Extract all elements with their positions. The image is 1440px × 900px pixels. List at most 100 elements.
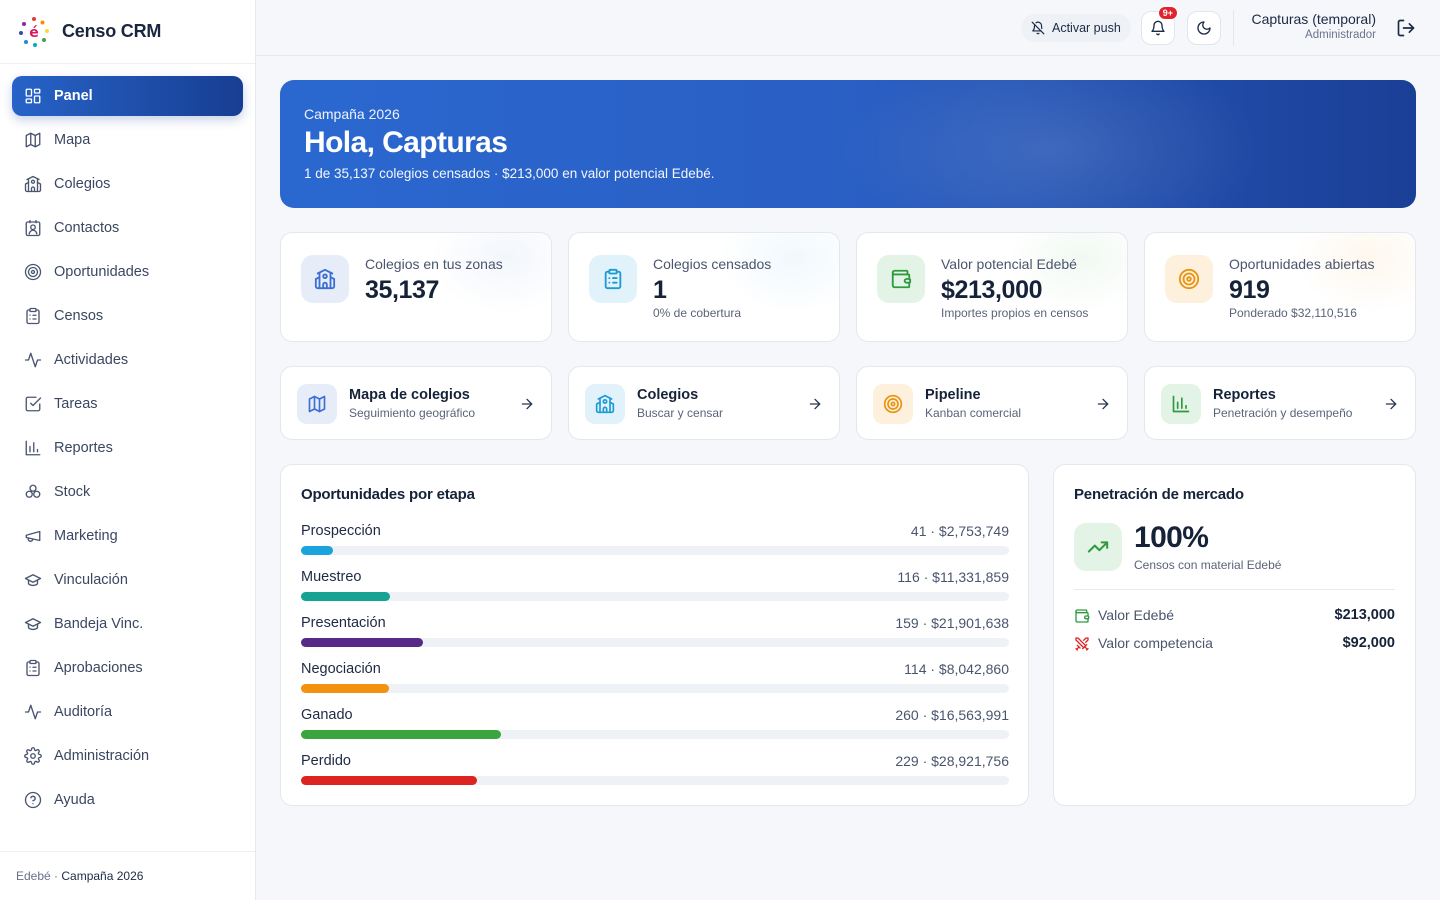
sidebar-item-label: Aprobaciones (54, 660, 143, 676)
stat-card-colegios-en-tus-zonas: Colegios en tus zonas 35,137 (280, 232, 552, 342)
sidebar-item-label: Administración (54, 748, 150, 764)
market-row-valor-competencia: Valor competencia $92,000 (1074, 634, 1395, 654)
quicklink-colegios[interactable]: Colegios Buscar y censar (568, 366, 840, 440)
stage-name: Prospección (301, 523, 381, 539)
quicklink-title: Pipeline (925, 387, 981, 403)
stat-value: $213,000 (941, 276, 1043, 304)
sidebar-item-label: Stock (54, 484, 91, 500)
sidebar-item-marketing[interactable]: Marketing (12, 516, 243, 556)
stage-row-perdido: Perdido 229 · $28,921,756 (301, 753, 1009, 799)
graduation-cap-icon (24, 615, 42, 633)
stat-note: 0% de cobertura (653, 306, 742, 320)
megaphone-icon (24, 527, 42, 545)
stage-bar (301, 638, 424, 647)
stage-bar (301, 684, 389, 693)
checkbox-icon (24, 395, 42, 413)
stat-card-colegios-censados: Colegios censados 1 0% de cobertura (568, 232, 840, 342)
sidebar-item-vinculacion[interactable]: Vinculación (12, 560, 243, 600)
stage-bar (301, 546, 333, 555)
sidebar-item-label: Actividades (54, 352, 129, 368)
quicklink-title: Colegios (637, 387, 699, 403)
sidebar-item-label: Vinculación (54, 572, 128, 588)
welcome-banner: Campaña 2026 Hola, Capturas 1 de 35,137 … (280, 80, 1416, 208)
stage-row-prospeccion: Prospección 41 · $2,753,749 (301, 523, 1009, 569)
stage-value: 260 · $16,563,991 (895, 707, 1009, 723)
sidebar-item-tareas[interactable]: Tareas (12, 384, 243, 424)
school-icon (24, 175, 42, 193)
bell-off-icon (1031, 21, 1045, 35)
sidebar-item-label: Reportes (54, 440, 113, 456)
sidebar-item-stock[interactable]: Stock (12, 472, 243, 512)
stage-name: Muestreo (301, 569, 362, 585)
sidebar-footer: Edebé · Campaña 2026 (0, 851, 255, 900)
stat-note: Ponderado $32,110,516 (1229, 306, 1357, 320)
sidebar-item-label: Oportunidades (54, 264, 150, 280)
quicklink-mapa-de-colegios[interactable]: Mapa de colegios Seguimiento geográfico (280, 366, 552, 440)
card-glow (431, 233, 551, 313)
swords-icon (1074, 636, 1090, 652)
arrow-right-icon (1095, 396, 1111, 412)
theme-toggle-button[interactable] (1187, 11, 1221, 45)
stat-card-valor-potencial-edebe: Valor potencial Edebé $213,000 Importes pr… (856, 232, 1128, 342)
quicklink-subtitle: Seguimiento geográfico (349, 406, 476, 420)
footer-org: Edebé · (16, 869, 59, 883)
stage-track (301, 730, 1009, 739)
market-penetration-title: Penetración de mercado (1074, 486, 1244, 503)
sidebar-item-label: Marketing (54, 528, 118, 544)
market-row-label: Valor Edebé (1098, 607, 1175, 623)
stage-row-negociacion: Negociación 114 · $8,042,860 (301, 661, 1009, 707)
sidebar-item-label: Auditoría (54, 704, 113, 720)
sidebar-item-actividades[interactable]: Actividades (12, 340, 243, 380)
notifications-button[interactable]: 9+ (1141, 6, 1178, 45)
sidebar-item-mapa[interactable]: Mapa (12, 120, 243, 160)
stage-value: 41 · $2,753,749 (910, 523, 1009, 539)
logout-icon[interactable] (1396, 18, 1416, 38)
gear-icon (24, 747, 42, 765)
wallet-icon (877, 255, 925, 303)
map-icon (297, 384, 337, 424)
sidebar-item-contactos[interactable]: Contactos (12, 208, 243, 248)
quicklink-title: Mapa de colegios (349, 387, 470, 403)
sidebar-item-label: Panel (54, 88, 93, 104)
stage-bar (301, 730, 502, 739)
sidebar: é Censo CRM Panel Mapa Colegios Contactos Op… (0, 0, 256, 900)
sidebar-item-label: Contactos (54, 220, 120, 236)
sidebar-item-reportes[interactable]: Reportes (12, 428, 243, 468)
stage-track (301, 546, 1009, 555)
sidebar-item-panel[interactable]: Panel (12, 76, 243, 116)
sidebar-item-bandeja-vinc[interactable]: Bandeja Vinc. (12, 604, 243, 644)
sidebar-item-colegios[interactable]: Colegios (12, 164, 243, 204)
sidebar-item-ayuda[interactable]: Ayuda (12, 780, 243, 820)
sidebar-item-oportunidades[interactable]: Oportunidades (12, 252, 243, 292)
bar-chart-icon (1161, 384, 1201, 424)
activate-push-button[interactable]: Activar push (1021, 14, 1131, 42)
sidebar-item-label: Colegios (54, 176, 111, 192)
market-penetration-card: Penetración de mercado 100% Censos con m… (1053, 464, 1416, 806)
sidebar-item-aprobaciones[interactable]: Aprobaciones (12, 648, 243, 688)
stage-value: 159 · $21,901,638 (895, 615, 1009, 631)
quicklink-reportes[interactable]: Reportes Penetración y desempeño (1144, 366, 1416, 440)
clipboard-icon (589, 255, 637, 303)
market-row-valor-edebe: Valor Edebé $213,000 (1074, 606, 1395, 626)
target-icon (1165, 255, 1213, 303)
school-icon (585, 384, 625, 424)
trending-up-icon (1074, 523, 1122, 571)
sidebar-item-censos[interactable]: Censos (12, 296, 243, 336)
stat-value: 919 (1229, 276, 1270, 304)
activity-icon (24, 703, 42, 721)
divider (1074, 589, 1395, 590)
brand[interactable]: é Censo CRM (0, 0, 255, 64)
sidebar-item-administracion[interactable]: Administración (12, 736, 243, 776)
stat-label: Colegios en tus zonas (365, 256, 503, 272)
quicklink-pipeline[interactable]: Pipeline Kanban comercial (856, 366, 1128, 440)
stage-track (301, 684, 1009, 693)
target-icon (24, 263, 42, 281)
sidebar-item-auditoria[interactable]: Auditoría (12, 692, 243, 732)
user-role: Administrador (1305, 29, 1376, 41)
market-row-label: Valor competencia (1098, 635, 1213, 651)
user-info: Capturas (temporal) Administrador (1252, 11, 1377, 41)
quicklink-title: Reportes (1213, 387, 1276, 403)
stage-value: 116 · $11,331,859 (897, 569, 1009, 585)
map-icon (24, 131, 42, 149)
school-icon (301, 255, 349, 303)
